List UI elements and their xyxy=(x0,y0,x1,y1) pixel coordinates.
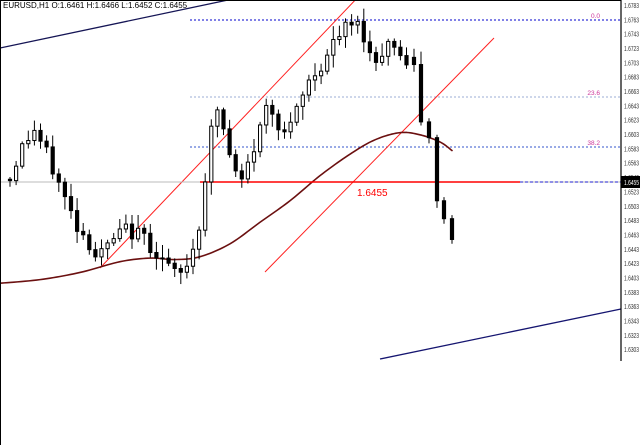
svg-text:1.6663: 1.6663 xyxy=(624,89,639,96)
svg-text:23.6: 23.6 xyxy=(587,90,600,97)
svg-text:1.6455: 1.6455 xyxy=(357,188,388,199)
svg-text:1.6443: 1.6443 xyxy=(624,247,639,254)
svg-text:1.6455: 1.6455 xyxy=(624,180,639,187)
svg-text:1.6483: 1.6483 xyxy=(624,218,639,225)
svg-text:38.2: 38.2 xyxy=(587,140,600,147)
svg-text:1.6383: 1.6383 xyxy=(624,290,639,297)
svg-text:EURUSD,H1 O:1.6461 H:1.6466 L: EURUSD,H1 O:1.6461 H:1.6466 L:1.6452 C:1… xyxy=(3,1,188,10)
svg-text:1.6363: 1.6363 xyxy=(624,304,639,311)
svg-text:1.6523: 1.6523 xyxy=(624,189,639,196)
svg-text:1.6683: 1.6683 xyxy=(624,75,639,82)
svg-text:1.6503: 1.6503 xyxy=(624,204,639,211)
svg-text:1.6323: 1.6323 xyxy=(624,333,639,340)
svg-text:0.0: 0.0 xyxy=(591,13,600,20)
svg-text:1.6783: 1.6783 xyxy=(624,3,639,10)
svg-text:1.6643: 1.6643 xyxy=(624,103,639,110)
svg-text:1.6583: 1.6583 xyxy=(624,146,639,153)
svg-text:1.6723: 1.6723 xyxy=(624,46,639,53)
svg-text:1.6423: 1.6423 xyxy=(624,261,639,268)
svg-text:1.6623: 1.6623 xyxy=(624,118,639,125)
svg-text:1.6703: 1.6703 xyxy=(624,60,639,67)
svg-text:1.6763: 1.6763 xyxy=(624,17,639,24)
svg-text:1.6343: 1.6343 xyxy=(624,318,639,325)
svg-text:1.6403: 1.6403 xyxy=(624,275,639,282)
svg-text:1.6563: 1.6563 xyxy=(624,161,639,168)
svg-text:1.6463: 1.6463 xyxy=(624,232,639,239)
svg-text:1.6743: 1.6743 xyxy=(624,32,639,39)
svg-text:1.6303: 1.6303 xyxy=(624,347,639,354)
svg-text:1.6603: 1.6603 xyxy=(624,132,639,139)
